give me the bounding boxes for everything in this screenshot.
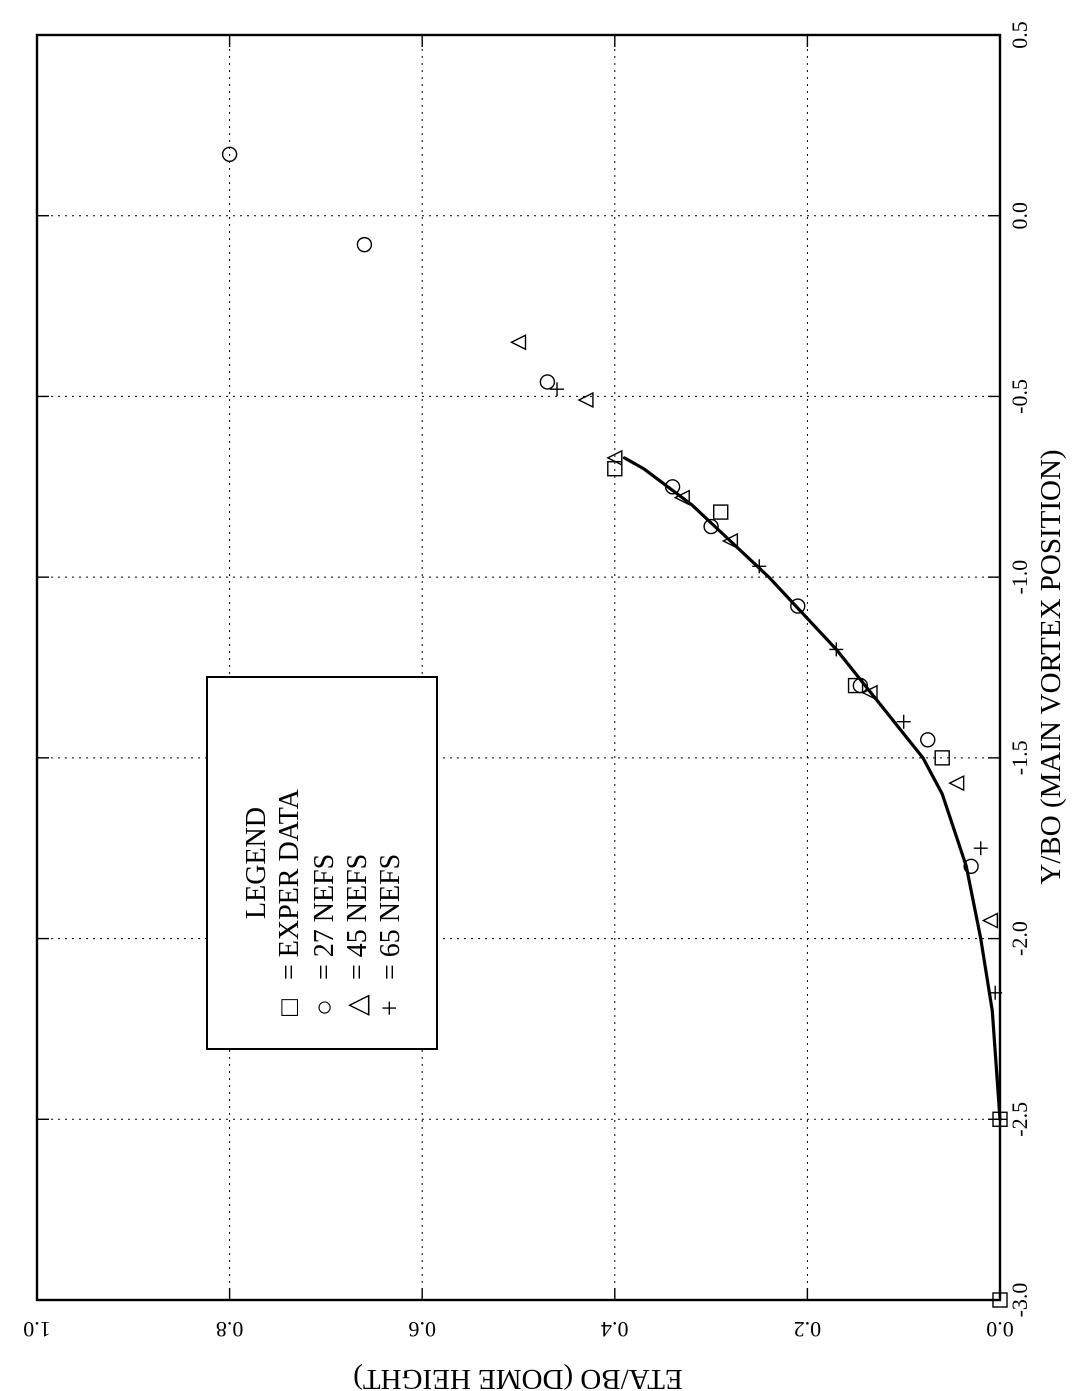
legend: LEGEND □ = EXPER DATA ○ = 27 NEFS △ = 45… bbox=[206, 676, 438, 1050]
data-point-plus bbox=[993, 1112, 1007, 1127]
legend-entry-45: △ = 45 NEFS bbox=[342, 854, 373, 1016]
data-point-square bbox=[934, 750, 950, 766]
legend-symbol-plus-icon: + bbox=[375, 1000, 406, 1016]
legend-entry-27: ○ = 27 NEFS bbox=[309, 854, 340, 1016]
legend-entry-label: = 27 NEFS bbox=[309, 854, 340, 980]
data-point-plus bbox=[973, 841, 988, 856]
data-point-circle bbox=[790, 598, 806, 614]
legend-symbol-triangle-icon: △ bbox=[342, 994, 373, 1016]
x-tick-label: -3.0 bbox=[1007, 1283, 1032, 1318]
data-point-triangle bbox=[981, 912, 999, 929]
data-point-plus bbox=[752, 559, 767, 574]
y-axis-label: ETA/BO (DOME HEIGHT) bbox=[353, 1363, 683, 1391]
data-point-circle bbox=[539, 374, 556, 390]
fit-curve-layer bbox=[622, 456, 1002, 1121]
x-tick-label: 0.0 bbox=[1007, 202, 1032, 230]
legend-entry-exper: □ = EXPER DATA bbox=[274, 788, 305, 1016]
data-point-triangle bbox=[861, 684, 878, 701]
data-point-square bbox=[713, 504, 729, 520]
x-tick-label: -0.5 bbox=[1007, 379, 1032, 414]
data-point-triangle bbox=[577, 391, 594, 409]
y-tick-label: 0.4 bbox=[601, 1317, 629, 1342]
y-tick-label: 0.6 bbox=[408, 1317, 436, 1342]
data-point-triangle bbox=[509, 334, 527, 351]
x-tick-label: -1.5 bbox=[1007, 740, 1032, 775]
legend-entry-65: + = 65 NEFS bbox=[375, 854, 406, 1016]
legend-entry-label: = 65 NEFS bbox=[375, 854, 406, 980]
y-tick-label: 0.0 bbox=[986, 1317, 1014, 1342]
y-tick-label: 1.0 bbox=[23, 1317, 51, 1342]
y-tick-label: 0.8 bbox=[216, 1317, 244, 1342]
legend-symbol-square-icon: □ bbox=[274, 999, 305, 1016]
x-tick-label: -1.0 bbox=[1007, 560, 1032, 595]
data-point-square bbox=[847, 677, 864, 694]
x-tick-label: -2.0 bbox=[1007, 921, 1032, 956]
data-point-triangle bbox=[948, 775, 965, 792]
x-tick-label: 0.5 bbox=[1007, 21, 1032, 49]
x-tick-label: -2.5 bbox=[1007, 1102, 1032, 1137]
legend-title: LEGEND bbox=[241, 807, 272, 919]
data-point-triangle bbox=[606, 449, 623, 467]
data-point-plus bbox=[829, 642, 844, 657]
data-point-circle bbox=[920, 732, 936, 748]
data-point-circle bbox=[221, 146, 238, 162]
legend-symbol-circle-icon: ○ bbox=[309, 999, 340, 1016]
data-point-circle bbox=[963, 858, 979, 874]
fit-curve bbox=[622, 456, 1002, 1121]
data-point-plus bbox=[988, 985, 1003, 1000]
legend-entry-label: = EXPER DATA bbox=[274, 788, 305, 980]
legend-box bbox=[206, 676, 438, 1050]
data-point-circle bbox=[703, 518, 719, 535]
data-point-circle bbox=[852, 677, 869, 694]
data-point-plus bbox=[896, 714, 911, 729]
data-point-triangle bbox=[721, 532, 739, 550]
data-point-triangle bbox=[673, 489, 690, 506]
data-point-plus bbox=[550, 382, 565, 397]
axis-ticks: -3.0 -2.5 -2.0 -1.5 -1.0 -0.5 0.0 0.5 0.0 0.2 0.4 0… bbox=[23, 21, 1032, 1342]
data-point-circle bbox=[664, 479, 681, 495]
data-markers bbox=[221, 146, 1008, 1308]
data-point-square bbox=[992, 1292, 1008, 1308]
x-axis-label: Y/BO (MAIN VORTEX POSITION) bbox=[1035, 449, 1067, 884]
legend-entry-label: = 45 NEFS bbox=[342, 854, 373, 980]
y-tick-label: 0.2 bbox=[794, 1317, 822, 1342]
grid-layer bbox=[37, 35, 1000, 1300]
plot-frame bbox=[35, 33, 1002, 1302]
data-point-circle bbox=[356, 236, 373, 253]
